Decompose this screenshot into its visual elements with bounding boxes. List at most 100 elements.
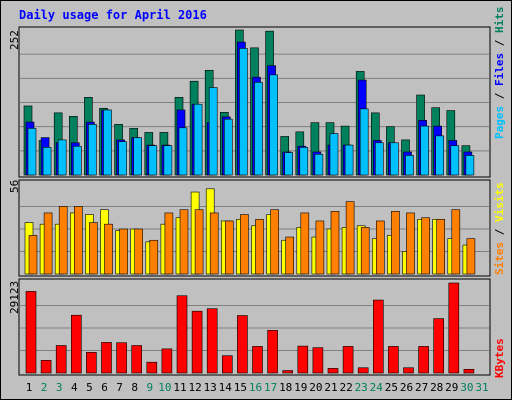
pages-bar — [148, 145, 158, 176]
day-label: 5 — [86, 381, 93, 394]
sites-bar — [240, 214, 249, 275]
pages-bar — [27, 128, 37, 176]
pages-bar — [284, 152, 294, 176]
day-label: 9 — [146, 381, 153, 394]
pages-bar — [193, 103, 203, 176]
kbytes-bar — [357, 367, 369, 374]
pages-bar — [208, 87, 218, 176]
sites-bar — [330, 211, 340, 275]
kbytes-bar — [101, 342, 112, 374]
kbytes-bar — [237, 315, 248, 374]
sites-bar — [406, 212, 415, 275]
kbytes-bar — [40, 360, 52, 374]
kbytes-bar — [222, 355, 233, 374]
legend-hits: Hits — [493, 7, 506, 34]
sites-bar — [74, 206, 83, 275]
kbytes-bar — [312, 347, 324, 374]
sites-bar — [164, 212, 174, 275]
sites-bar — [225, 220, 234, 275]
day-label: 12 — [188, 381, 201, 394]
kbytes-bar — [463, 368, 475, 374]
legend-separator: / — [493, 222, 506, 242]
sites-bar — [391, 211, 400, 275]
sites-bar — [255, 219, 264, 275]
visits-max-label: 56 — [8, 180, 21, 193]
legend-pages: Pages — [493, 106, 506, 139]
day-label: 13 — [204, 381, 217, 394]
sites-bar — [436, 219, 446, 275]
day-label: 24 — [370, 381, 384, 394]
day-label: 19 — [294, 381, 307, 394]
pages-bar — [254, 82, 263, 176]
kbytes-bar — [146, 361, 158, 374]
pages-bar — [103, 109, 112, 176]
day-label: 30 — [460, 381, 473, 394]
sites-bar — [149, 239, 159, 275]
day-label: 28 — [430, 381, 443, 394]
legend-visits: Visits — [493, 182, 506, 222]
kbytes-bar — [448, 282, 460, 374]
day-label: 1 — [26, 381, 33, 394]
legend-separator: / — [493, 86, 506, 106]
legend-files: Files — [493, 53, 506, 86]
pages-bar — [344, 144, 354, 176]
pages-bar — [178, 127, 188, 176]
day-label: 8 — [131, 381, 138, 394]
kbytes-bar — [176, 295, 188, 374]
pages-bar — [73, 145, 82, 176]
day-labels: 1 2 3 4 5 6 7 8 9 10 11 12 13 14 15 16 17 18 19 20 21 22 23 24 2… — [26, 381, 489, 394]
day-label: 15 — [234, 381, 247, 394]
sites-bar — [179, 209, 189, 275]
kbytes-bar — [327, 368, 339, 374]
sites-bar — [104, 223, 113, 275]
chart-title: Daily usage for April 2016 — [19, 8, 207, 22]
kbytes-bar — [342, 346, 354, 374]
bar-group — [23, 29, 476, 374]
kbytes-max-label: 29123 — [8, 281, 21, 314]
hits-legend: Pages / Files / Hits — [493, 7, 506, 140]
sites-bar — [360, 227, 370, 275]
pages-bar — [57, 139, 67, 176]
sites-bar — [345, 201, 355, 275]
day-label: 23 — [355, 381, 368, 394]
kbytes-bar — [282, 370, 294, 374]
pages-bar — [374, 142, 384, 176]
pages-bar — [359, 108, 369, 176]
pages-bar — [314, 153, 324, 176]
day-label: 11 — [173, 381, 186, 394]
sites-bar — [209, 212, 219, 275]
kbytes-bar — [25, 291, 37, 374]
pages-bar — [420, 125, 429, 176]
kbytes-bar — [191, 310, 203, 374]
day-label: 4 — [71, 381, 78, 394]
pages-bar — [133, 137, 142, 176]
sites-bar — [451, 209, 461, 275]
kbytes-bar — [161, 348, 173, 374]
kbytes-bar — [267, 330, 278, 374]
pages-bar — [42, 147, 52, 176]
kbytes-bar — [433, 318, 445, 374]
pages-bar — [299, 147, 309, 176]
legend-separator: / — [493, 33, 506, 53]
day-label: 7 — [116, 381, 123, 394]
sites-bar — [375, 220, 385, 275]
kbytes-bar — [86, 351, 97, 374]
kbytes-legend: KBytes — [493, 338, 506, 378]
sites-bar — [134, 228, 143, 275]
pages-bar — [329, 133, 339, 176]
day-label: 17 — [264, 381, 277, 394]
kbytes-bar — [403, 367, 414, 374]
sites-bar — [466, 238, 476, 275]
day-label: 21 — [324, 381, 337, 394]
day-label: 25 — [385, 381, 398, 394]
day-label: 29 — [445, 381, 458, 394]
day-label: 3 — [56, 381, 63, 394]
day-label: 14 — [219, 381, 233, 394]
kbytes-bar — [55, 345, 67, 374]
day-label: 6 — [101, 381, 108, 394]
day-label: 31 — [475, 381, 488, 394]
kbytes-bar — [418, 346, 429, 374]
sites-bar — [119, 228, 128, 275]
day-label: 27 — [415, 381, 428, 394]
